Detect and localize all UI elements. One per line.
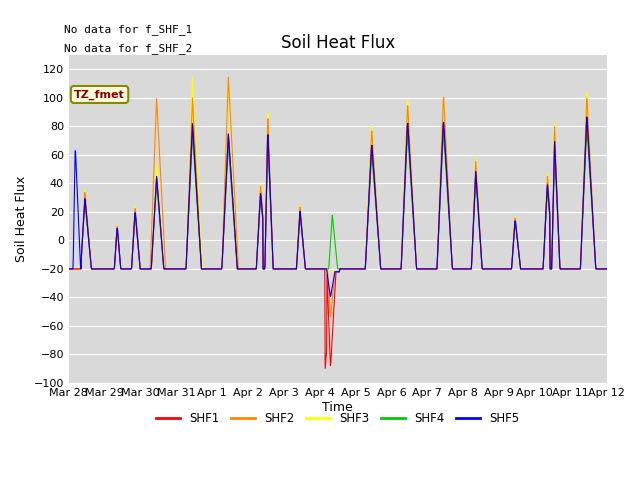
SHF5 <box>422 266 429 272</box>
SHF4 <box>421 266 429 272</box>
Title: Soil Heat Flux: Soil Heat Flux <box>280 34 395 52</box>
SHF3 <box>172 266 179 272</box>
Text: No data for f_SHF_1: No data for f_SHF_1 <box>64 24 192 35</box>
SHF1 <box>172 266 179 272</box>
Line: SHF3: SHF3 <box>68 77 607 272</box>
SHF3 <box>245 266 253 272</box>
SHF1 <box>539 266 547 272</box>
SHF3 <box>184 196 192 202</box>
SHF1 <box>492 266 499 272</box>
SHF1 <box>65 266 72 272</box>
SHF1 <box>184 213 192 219</box>
SHF3 <box>492 266 500 272</box>
SHF2 <box>492 266 500 272</box>
SHF4 <box>492 266 499 272</box>
Line: SHF5: SHF5 <box>68 117 607 297</box>
SHF4 <box>244 266 252 272</box>
SHF5 <box>244 266 252 272</box>
Y-axis label: Soil Heat Flux: Soil Heat Flux <box>15 176 28 262</box>
SHF5 <box>184 213 192 219</box>
Text: TZ_fmet: TZ_fmet <box>74 89 125 100</box>
SHF1 <box>583 114 591 120</box>
SHF3 <box>323 269 331 275</box>
SHF4 <box>603 266 611 272</box>
SHF5 <box>603 266 611 272</box>
SHF4 <box>172 266 179 272</box>
SHF3 <box>603 266 611 272</box>
SHF2 <box>540 260 547 265</box>
SHF1 <box>422 266 429 272</box>
SHF3 <box>189 74 196 80</box>
Text: No data for f_SHF_2: No data for f_SHF_2 <box>64 43 192 54</box>
SHF5 <box>492 266 499 272</box>
X-axis label: Time: Time <box>323 401 353 414</box>
SHF2 <box>422 266 429 272</box>
SHF5 <box>172 266 179 272</box>
SHF2 <box>184 204 192 209</box>
SHF2 <box>603 266 611 272</box>
SHF4 <box>539 266 547 272</box>
SHF4 <box>583 127 591 132</box>
SHF5 <box>539 266 547 272</box>
SHF5 <box>65 266 72 272</box>
SHF2 <box>225 74 232 80</box>
SHF4 <box>65 266 72 272</box>
SHF2 <box>65 266 72 272</box>
Line: SHF1: SHF1 <box>68 117 607 368</box>
SHF2 <box>172 266 179 272</box>
SHF5 <box>583 114 591 120</box>
SHF4 <box>184 217 192 223</box>
SHF3 <box>65 266 72 272</box>
SHF2 <box>245 266 253 272</box>
SHF5 <box>326 294 334 300</box>
Line: SHF4: SHF4 <box>68 130 607 269</box>
SHF1 <box>244 266 252 272</box>
Legend: SHF1, SHF2, SHF3, SHF4, SHF5: SHF1, SHF2, SHF3, SHF4, SHF5 <box>151 407 524 430</box>
SHF1 <box>603 266 611 272</box>
SHF1 <box>321 365 329 371</box>
Line: SHF2: SHF2 <box>68 77 607 317</box>
SHF2 <box>326 314 334 320</box>
SHF3 <box>422 266 429 272</box>
SHF3 <box>540 259 547 265</box>
